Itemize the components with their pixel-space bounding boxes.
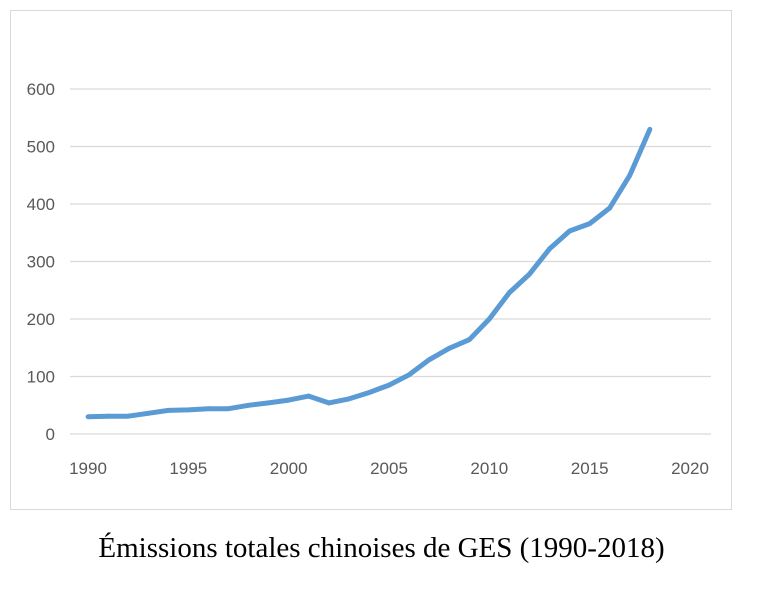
line-chart: 0 100 200 300 400 500 600 1990 1995 2000 2005 2010… <box>27 80 711 478</box>
x-tick-label: 1995 <box>169 459 207 478</box>
figure-caption: Émissions totales chinoises de GES (1990… <box>98 532 665 564</box>
data-point <box>125 413 131 419</box>
y-tick-label: 600 <box>27 80 55 99</box>
data-point <box>286 397 292 403</box>
y-tick-label: 100 <box>27 368 55 387</box>
x-tick-label: 2010 <box>470 459 508 478</box>
x-axis-ticks: 1990 1995 2000 2005 2010 2015 2020 <box>69 459 709 478</box>
x-tick-label: 1990 <box>69 459 107 478</box>
data-point <box>386 382 392 388</box>
data-point <box>165 408 171 413</box>
data-point <box>507 290 512 295</box>
data-point <box>185 407 191 413</box>
data-point <box>587 221 593 226</box>
x-tick-label: 2000 <box>270 459 308 478</box>
data-point <box>547 246 552 252</box>
y-axis-ticks: 0 100 200 300 400 500 600 <box>27 80 55 444</box>
data-point <box>366 390 372 395</box>
data-point <box>105 413 111 419</box>
series-line <box>87 128 653 420</box>
data-point <box>527 271 532 277</box>
data-point <box>627 172 633 178</box>
series-layer <box>85 126 653 420</box>
gridlines <box>70 88 711 435</box>
data-point <box>346 396 352 402</box>
data-point <box>446 345 452 351</box>
x-tick-label: 2020 <box>671 459 709 478</box>
y-tick-label: 0 <box>46 425 55 444</box>
data-point <box>567 228 572 234</box>
data-point <box>607 205 613 211</box>
y-tick-label: 500 <box>27 138 55 157</box>
data-point <box>647 126 653 132</box>
data-point <box>426 357 432 363</box>
x-tick-label: 2005 <box>370 459 408 478</box>
data-point <box>226 406 231 412</box>
data-point <box>145 410 151 416</box>
x-tick-label: 2015 <box>571 459 609 478</box>
data-point <box>306 393 312 399</box>
y-tick-label: 200 <box>27 310 55 329</box>
chart-frame <box>10 10 732 510</box>
data-point <box>486 316 492 322</box>
data-point <box>406 372 412 378</box>
y-tick-label: 400 <box>27 195 55 214</box>
y-tick-label: 300 <box>27 253 55 272</box>
data-point <box>85 414 91 420</box>
data-point <box>326 400 332 406</box>
data-point <box>266 400 271 406</box>
data-point <box>466 337 472 343</box>
data-point <box>246 402 251 408</box>
data-point <box>206 406 211 412</box>
